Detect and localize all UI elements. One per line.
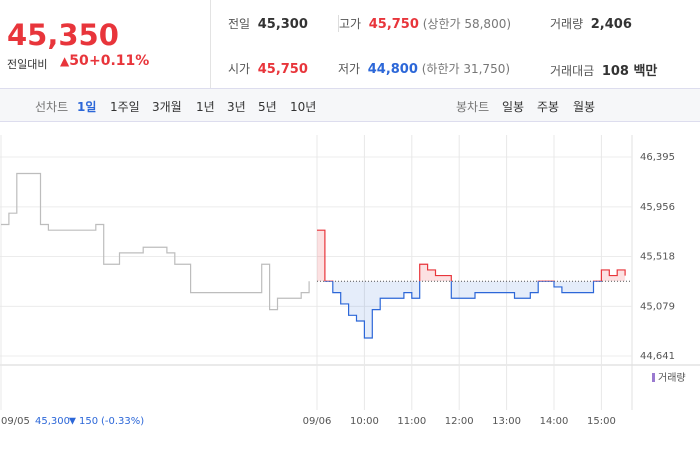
value: 108 백만 [601,64,658,79]
summary-item: 시가 45,750 [228,60,308,77]
summary-item: 전일 45,300 [228,15,308,32]
value: 45,300 [257,17,308,32]
x-tick-label: 09/06 [303,416,332,427]
note: (상한가 58,800) [422,17,512,31]
change-rate: +0.11% [89,53,150,69]
tab-group-label: 선차트 [35,100,69,114]
value: 45,750 [257,62,308,77]
label: 시가 [228,62,251,76]
summary-item: 거래량 2,406 [550,15,632,32]
tab[interactable]: 주봉 [537,100,560,114]
x-tick-label: 13:00 [492,416,521,427]
legend-swatch [652,373,655,382]
tab[interactable]: 5년 [258,100,277,114]
area-down [332,281,594,338]
label: 고가 [339,17,362,31]
value: 44,800 [367,62,418,77]
tab[interactable]: 10년 [290,100,317,114]
tooltip-arrow: ▼ [69,417,76,427]
value: 45,750 [368,17,419,32]
label: 거래량 [550,17,584,31]
tab-bar: 선차트 1일 1주일 3개월 1년 3년 5년 10년 봉차트 일봉 주봉 월봉 [0,88,700,122]
price: 45,350 [7,18,119,52]
tab[interactable]: 1일 [77,100,97,114]
label: 저가 [338,62,361,76]
y-tick-label: 46,395 [640,152,675,163]
tooltip-price: 45,300 [35,416,70,427]
tab[interactable]: 3년 [227,100,246,114]
summary-item: 거래대금 108 백만 [550,60,657,79]
price-line [1,172,310,311]
y-tick-label: 45,518 [640,252,675,263]
tooltip-rate: (-0.33%) [101,416,144,427]
value: 2,406 [590,17,632,32]
x-tick-label: 09/05 [1,416,30,427]
x-tick-label: 12:00 [445,416,474,427]
y-tick-label: 44,641 [640,351,675,362]
tab[interactable]: 1주일 [110,100,140,114]
tab[interactable]: 월봉 [573,100,596,114]
change-value: 50 [69,53,89,69]
tab-group-label: 봉차트 [456,100,490,114]
x-tick-label: 11:00 [397,416,426,427]
chart: 거래량 45,300 ▼ 150 (-0.33%) 46,395 45,956 45… [0,135,700,427]
note: (하한가 31,750) [421,62,511,76]
y-tick-label: 45,956 [640,202,675,213]
summary-item: 고가 45,750 (상한가 58,800) [338,15,511,32]
divider [210,0,211,88]
price-line-down [324,281,602,339]
tab[interactable]: 3개월 [152,100,182,114]
label: 거래대금 [550,64,595,78]
tab[interactable]: 일봉 [502,100,525,114]
change-label: 전일대비 [7,58,48,71]
y-tick-label: 45,079 [640,301,675,312]
x-tick-label: 10:00 [350,416,379,427]
change: ▲50 [60,53,89,69]
legend-label: 거래량 [658,372,686,384]
x-tick-label: 15:00 [587,416,616,427]
tab[interactable]: 1년 [196,100,215,114]
x-tick-label: 14:00 [540,416,569,427]
label: 전일 [228,17,251,31]
tooltip-change: 150 [79,416,98,427]
summary-item: 저가 44,800 (하한가 31,750) [338,60,510,77]
